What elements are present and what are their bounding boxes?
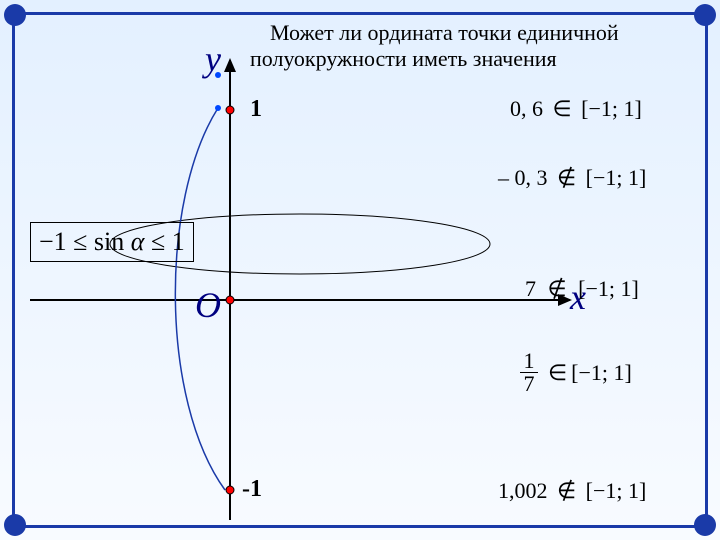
check-int-2: [−1; 1] (578, 276, 639, 301)
check-value-1: – 0, 3 (498, 165, 548, 190)
inequality-text: −1 ≤ sin α ≤ 1 (39, 227, 185, 256)
check-value-3-frac: 1 7 (520, 350, 538, 395)
check-row-3: 1 7 ∈ [−1; 1] (520, 350, 632, 395)
tick-1-label: 1 (250, 96, 262, 123)
y-axis-label: y (205, 38, 221, 80)
check-rel-3: ∈ (548, 360, 567, 386)
check-rel-2: ∉ (548, 276, 567, 301)
check-rel-1: ∉ (557, 165, 576, 190)
check-frac-den: 7 (524, 373, 535, 395)
check-int-0: [−1; 1] (581, 96, 642, 121)
check-row-0: 0, 6 ∈ [−1; 1] (510, 96, 642, 122)
check-frac-num: 1 (524, 350, 535, 372)
check-row-2: 7 ∉ [−1; 1] (525, 276, 639, 302)
inequality-box: −1 ≤ sin α ≤ 1 (30, 222, 194, 262)
check-int-3: [−1; 1] (571, 360, 632, 386)
check-rel-0: ∈ (553, 96, 572, 121)
tick-neg1-label: -1 (242, 476, 262, 503)
check-value-0: 0, 6 (510, 96, 543, 121)
check-value-2: 7 (525, 276, 536, 301)
check-int-4: [−1; 1] (586, 478, 647, 503)
check-row-1: – 0, 3 ∉ [−1; 1] (498, 165, 646, 191)
check-row-4: 1,002 ∉ [−1; 1] (498, 478, 646, 504)
origin-label: O (195, 284, 221, 326)
check-rel-4: ∉ (557, 478, 576, 503)
check-int-1: [−1; 1] (586, 165, 647, 190)
diagram-canvas (0, 0, 720, 540)
check-value-4: 1,002 (498, 478, 548, 503)
